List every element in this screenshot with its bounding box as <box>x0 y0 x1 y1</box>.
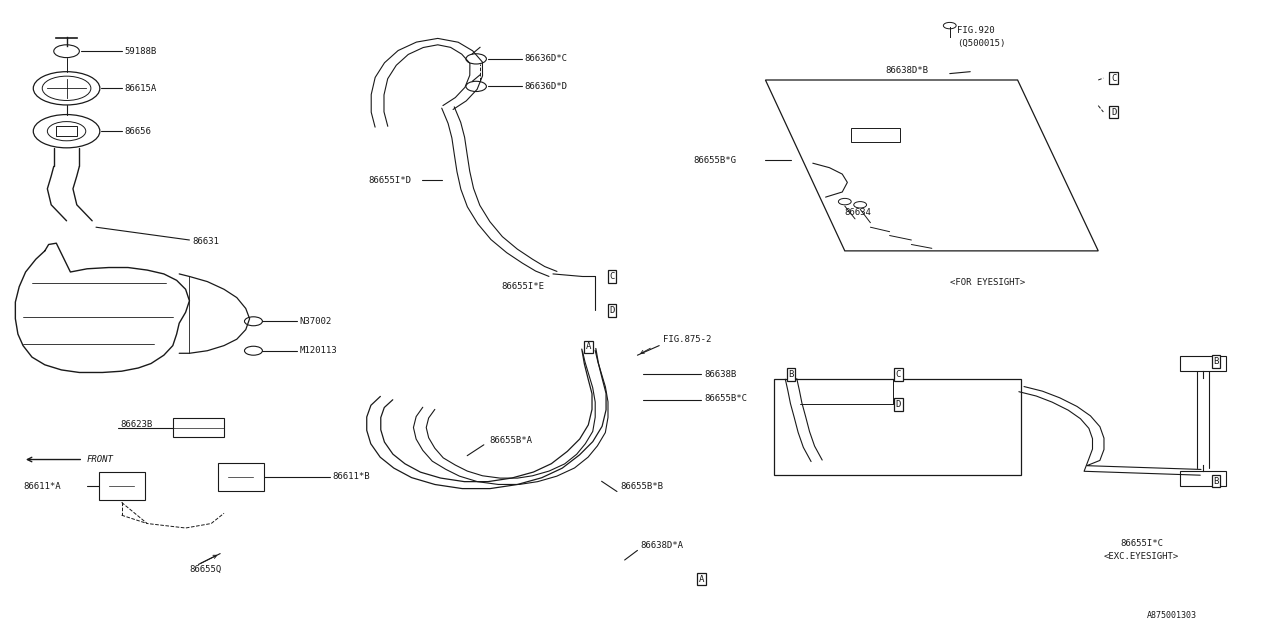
Text: A875001303: A875001303 <box>1147 611 1197 620</box>
Text: N37002: N37002 <box>300 317 332 326</box>
Text: 86611*A: 86611*A <box>23 482 60 491</box>
Bar <box>173 418 224 437</box>
Text: 86611*B: 86611*B <box>333 472 370 481</box>
Text: D: D <box>1111 108 1116 116</box>
Text: <EXC.EYESIGHT>: <EXC.EYESIGHT> <box>1103 552 1179 561</box>
Text: FIG.920: FIG.920 <box>957 26 995 35</box>
Text: 86634: 86634 <box>845 208 872 217</box>
Text: 86655B*G: 86655B*G <box>694 156 737 164</box>
Text: D: D <box>896 400 901 409</box>
Text: A: A <box>586 342 591 351</box>
Text: 86655Q: 86655Q <box>189 565 221 574</box>
Text: 86638B: 86638B <box>704 370 736 379</box>
Text: C: C <box>1111 74 1116 83</box>
Text: 59188B: 59188B <box>124 47 156 56</box>
Text: 86638D*B: 86638D*B <box>886 66 929 75</box>
Text: M120113: M120113 <box>300 346 337 355</box>
Text: B: B <box>788 370 794 379</box>
Text: 86615A: 86615A <box>124 84 156 93</box>
Text: 86631: 86631 <box>192 237 219 246</box>
Bar <box>1180 471 1226 486</box>
Bar <box>851 128 900 142</box>
Text: A: A <box>699 575 704 584</box>
Bar <box>56 126 77 136</box>
Text: 86655I*D: 86655I*D <box>369 176 412 185</box>
Text: 86656: 86656 <box>124 127 151 136</box>
Text: 86623B: 86623B <box>120 420 152 429</box>
Text: 86655B*A: 86655B*A <box>489 436 532 445</box>
Text: C: C <box>609 272 614 281</box>
Text: FRONT: FRONT <box>87 455 114 464</box>
Text: B: B <box>1213 357 1219 366</box>
Text: 86636D*C: 86636D*C <box>525 54 568 63</box>
Text: 86638D*A: 86638D*A <box>640 541 684 550</box>
Text: 86636D*D: 86636D*D <box>525 82 568 91</box>
Bar <box>99 472 145 500</box>
Text: <FOR EYESIGHT>: <FOR EYESIGHT> <box>950 278 1025 287</box>
Text: B: B <box>1213 477 1219 486</box>
Text: 86655I*E: 86655I*E <box>502 282 545 291</box>
Text: C: C <box>896 370 901 379</box>
Text: (Q500015): (Q500015) <box>957 39 1006 48</box>
Bar <box>1180 356 1226 371</box>
Text: 86655I*C: 86655I*C <box>1120 540 1164 548</box>
Text: FIG.875-2: FIG.875-2 <box>663 335 712 344</box>
Bar <box>218 463 264 491</box>
Text: D: D <box>609 306 614 315</box>
Text: 86655B*B: 86655B*B <box>621 482 664 491</box>
Text: 86655B*C: 86655B*C <box>704 394 748 403</box>
